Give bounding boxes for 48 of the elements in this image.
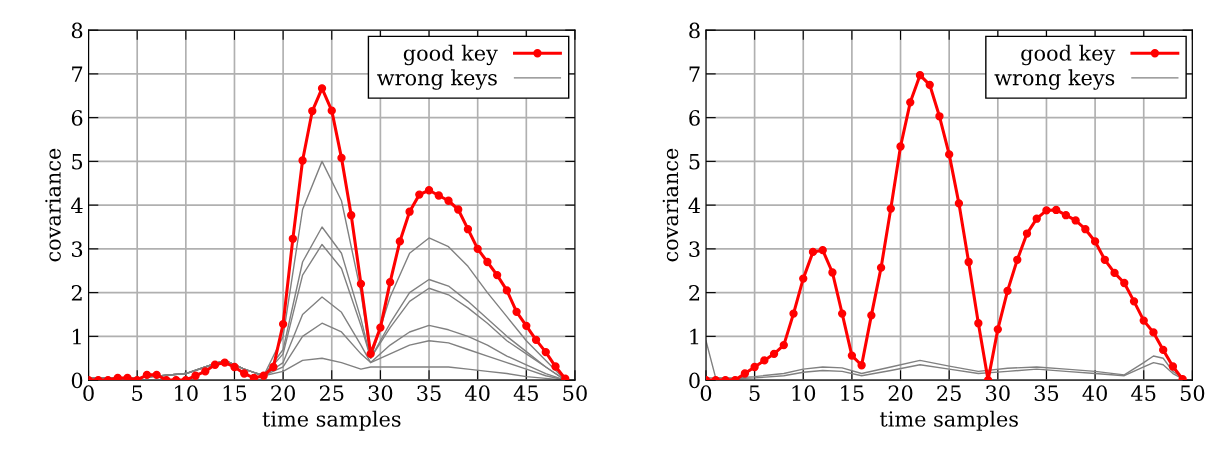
y-tick-label: 2 xyxy=(71,285,82,301)
y-tick-label: 7 xyxy=(72,66,83,82)
x-tick-label: 20 xyxy=(271,385,295,402)
x-tick-label: 45 xyxy=(1131,385,1156,402)
x-tick-label: 10 xyxy=(175,385,198,402)
y-tick-label: 4 xyxy=(71,197,83,214)
x-tick-label: 20 xyxy=(888,385,913,402)
x-tick-label: 15 xyxy=(841,385,864,402)
x-tick-label: 10 xyxy=(792,385,816,402)
legend-label: wrong keys xyxy=(377,69,497,90)
y-tick-label: 3 xyxy=(72,241,83,258)
y-tick-label: 2 xyxy=(689,285,700,301)
legend-label: good key xyxy=(403,44,498,66)
x-tick-label: 25 xyxy=(937,385,961,402)
y-axis-title: covariance xyxy=(45,148,61,262)
x-tick-label: 5 xyxy=(132,385,143,402)
y-tick-label: 5 xyxy=(689,154,700,170)
legend-label: good key xyxy=(1021,44,1116,66)
x-tick-label: 35 xyxy=(417,385,441,402)
y-tick-label: 1 xyxy=(690,328,699,345)
x-tick-label: 50 xyxy=(563,385,587,402)
y-tick-label: 3 xyxy=(689,241,700,258)
y-tick-label: 6 xyxy=(71,110,83,126)
x-tick-label: 30 xyxy=(986,385,1010,402)
y-axis-title: covariance xyxy=(662,148,679,262)
y-tick-label: 6 xyxy=(689,110,700,126)
x-tick-label: 15 xyxy=(223,385,247,402)
x-tick-label: 40 xyxy=(1082,385,1107,402)
y-tick-label: 8 xyxy=(689,22,700,39)
y-tick-label: 7 xyxy=(689,66,700,82)
y-tick-label: 0 xyxy=(71,372,83,389)
x-axis-title: time samples xyxy=(262,410,401,431)
x-tick-label: 0 xyxy=(83,385,94,402)
x-tick-label: 30 xyxy=(368,385,393,402)
x-tick-label: 25 xyxy=(319,385,344,402)
x-tick-label: 5 xyxy=(749,385,760,402)
x-tick-label: 0 xyxy=(700,385,712,402)
y-tick-label: 0 xyxy=(689,372,700,389)
y-tick-label: 4 xyxy=(688,197,701,214)
y-tick-label: 1 xyxy=(72,328,81,345)
x-tick-label: 45 xyxy=(513,385,538,402)
x-axis-title: time samples xyxy=(879,410,1018,431)
y-tick-label: 8 xyxy=(71,22,83,39)
y-tick-label: 5 xyxy=(72,154,83,170)
x-tick-label: 40 xyxy=(465,385,490,402)
x-tick-label: 35 xyxy=(1034,385,1059,402)
legend-label: wrong keys xyxy=(994,69,1115,90)
x-tick-label: 50 xyxy=(1180,385,1205,402)
